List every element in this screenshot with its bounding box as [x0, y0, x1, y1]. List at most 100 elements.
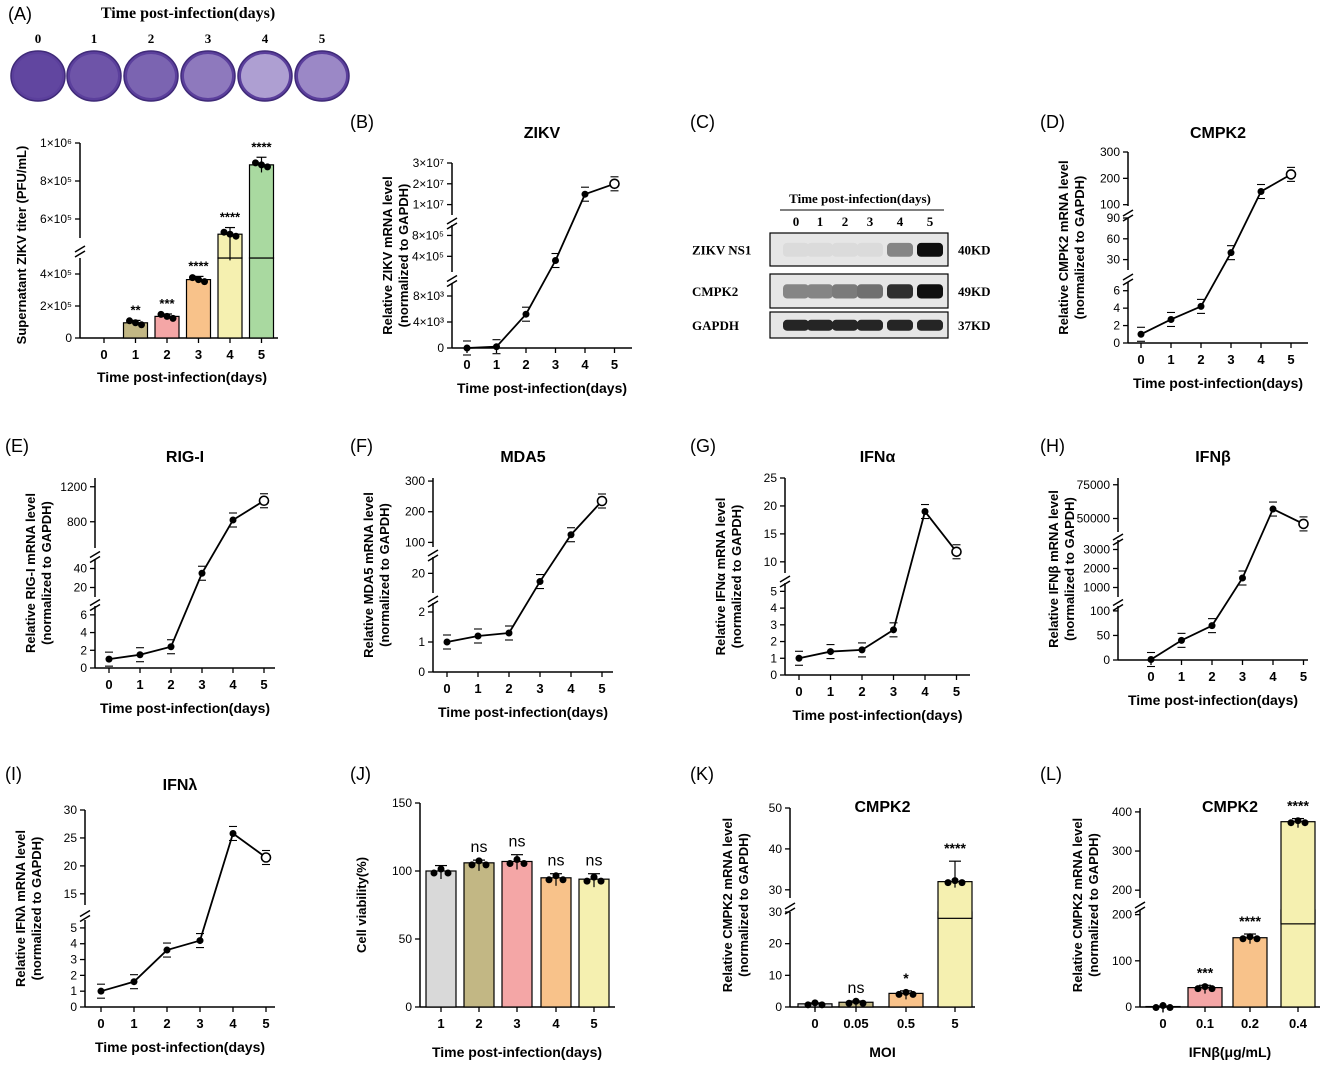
- data-point: [163, 946, 171, 954]
- axis-break-mark: [446, 274, 458, 283]
- y-tick-label: 3×10⁷: [413, 156, 444, 170]
- x-tick-label: 4: [229, 677, 237, 692]
- chart-title: ZIKV: [524, 125, 561, 142]
- data-point: [1257, 188, 1265, 196]
- data-point: [443, 638, 451, 646]
- blot-size-label: 37KD: [958, 318, 991, 333]
- y-axis-title: Relative RIG-I mRNA level: [23, 493, 38, 653]
- x-axis-title: Time post-infection(days): [438, 704, 608, 720]
- data-point: [1152, 1004, 1160, 1012]
- x-tick-label: 3: [552, 357, 559, 372]
- data-point: [437, 865, 445, 873]
- x-axis-title: Time post-infection(days): [457, 380, 627, 396]
- axis-break-mark: [1134, 906, 1146, 914]
- panel-letter: (H): [1040, 436, 1065, 456]
- x-tick-label: 0: [105, 677, 112, 692]
- bar: [1280, 909, 1316, 1008]
- y-axis-subtitle: (normalized to GAPDH): [1062, 497, 1077, 641]
- y-axis-subtitle: (normalized to GAPDH): [729, 505, 744, 649]
- bar: [217, 257, 243, 339]
- blot-size-label: 40KD: [958, 243, 991, 258]
- chart-L: 0 100 200 200 300 400 CMPK2 Relative CMPK2 mRNA…: [1070, 798, 1320, 1060]
- y-tick-label: 300: [405, 474, 425, 488]
- y-tick-label: 0: [437, 341, 444, 355]
- data-point: [552, 257, 559, 265]
- data-point: [1197, 302, 1205, 310]
- series-line: [1140, 173, 1292, 336]
- data-point: [567, 531, 575, 539]
- lane-label: 4: [897, 214, 904, 229]
- lane-label: 2: [842, 214, 849, 229]
- y-tick-label: 2×10⁷: [413, 177, 444, 191]
- chart-title: IFNα: [860, 449, 896, 466]
- lane-label: 1: [817, 214, 824, 229]
- data-point: [258, 495, 270, 507]
- chart-title: IFNλ: [163, 777, 198, 794]
- series-line: [466, 182, 615, 349]
- y-tick-label: 50000: [1077, 512, 1111, 526]
- panel-F: (F): [350, 436, 373, 456]
- y-tick-label: 300: [1112, 844, 1132, 858]
- y-tick-label: 6: [80, 608, 87, 622]
- data-point: [552, 872, 560, 880]
- plaque-well: [66, 50, 122, 102]
- data-point: [581, 190, 589, 198]
- panel-I: (I): [5, 764, 22, 784]
- x-tick-label: 4: [552, 1016, 560, 1031]
- data-point: [1246, 933, 1254, 941]
- y-tick-label: 50: [399, 932, 413, 946]
- data-point: [252, 159, 259, 167]
- panel-J: (J): [350, 764, 371, 784]
- data-point: [258, 161, 265, 169]
- y-tick-label: 800: [67, 515, 87, 529]
- y-tick-label: 5: [70, 921, 77, 935]
- panel-E: (E): [5, 436, 29, 456]
- x-tick-label: 2: [1208, 669, 1215, 684]
- blot-band: [783, 284, 809, 299]
- y-tick-label: 30: [1107, 253, 1121, 267]
- significance-label: ****: [1239, 913, 1261, 929]
- bar: [425, 870, 457, 1008]
- data-point: [520, 859, 528, 867]
- data-point: [597, 877, 605, 885]
- plaque-spots: [184, 54, 232, 98]
- y-tick-label: 1×10⁷: [413, 198, 444, 212]
- data-point: [444, 869, 452, 877]
- y-tick-label: 5: [770, 584, 777, 598]
- y-tick-label: 50: [769, 801, 783, 815]
- significance-label: **: [130, 302, 141, 317]
- significance-label: ***: [159, 296, 175, 311]
- plaque-spots: [298, 54, 346, 98]
- axis-break-mark: [89, 555, 101, 564]
- x-tick-label: 3: [536, 681, 543, 696]
- x-axis-title: Time post-infection(days): [792, 707, 962, 723]
- data-point: [126, 317, 133, 325]
- y-tick-label: 20: [769, 937, 783, 951]
- axis-break-mark: [427, 600, 439, 608]
- data-point: [818, 1001, 826, 1009]
- data-point: [1285, 169, 1297, 180]
- data-point: [609, 178, 620, 190]
- chart-C: Time post-infection(days) 0 1 2 3 4 5 ZIKV NS1 4…: [692, 191, 991, 339]
- x-tick-label: 1: [132, 347, 139, 362]
- x-tick-label: 1: [1167, 352, 1174, 367]
- data-point: [138, 321, 145, 329]
- data-point: [921, 508, 929, 516]
- data-point: [468, 861, 476, 869]
- blot-size-label: 49KD: [958, 284, 991, 299]
- y-tick-label: 4: [1113, 301, 1120, 315]
- chart-title: MDA5: [500, 449, 545, 466]
- data-point: [951, 877, 959, 885]
- x-tick-label: 2: [858, 684, 865, 699]
- plaque-label: 4: [262, 31, 269, 46]
- data-point: [1298, 518, 1309, 530]
- data-point: [475, 857, 483, 865]
- plaque-label: 1: [91, 31, 98, 46]
- data-point: [97, 987, 105, 995]
- y-tick-label: 6×10⁵: [40, 212, 72, 226]
- x-tick-label: 0: [1137, 352, 1144, 367]
- y-tick-label: 75000: [1077, 478, 1111, 492]
- y-tick-label: 0: [65, 331, 72, 345]
